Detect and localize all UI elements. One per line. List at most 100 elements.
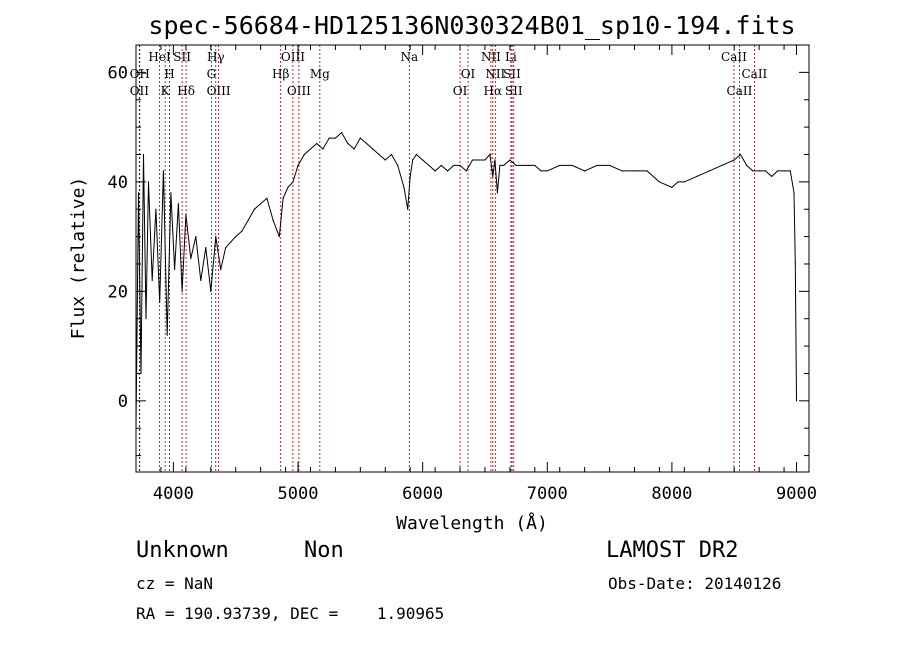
spectrum-point-16	[190, 257, 192, 260]
line-label-2: HeI	[148, 50, 171, 64]
line-label-22: SII	[505, 84, 523, 98]
spectrum-point-89	[646, 170, 648, 172]
plot-frame	[135, 44, 810, 473]
line-label-7: Hγ	[207, 50, 225, 64]
spectrum-point-15	[185, 214, 187, 216]
spectrum-point-72	[496, 192, 499, 194]
spectrum-point-64	[459, 164, 461, 167]
line-label-21: SII	[503, 67, 521, 81]
line-label-15: OI	[453, 84, 468, 98]
spectrum-point-108	[794, 263, 796, 265]
spectrum-point-35	[292, 181, 294, 183]
spectrum-point-104	[777, 170, 779, 172]
spectrum-point-95	[708, 170, 710, 172]
spectrum-point-65	[465, 170, 467, 172]
line-label-10: Hβ	[272, 67, 289, 81]
spectrum-point-97	[733, 159, 735, 161]
spectrum-point-92	[677, 181, 679, 183]
x-tick-label-2: 6000	[402, 484, 443, 504]
spectrum-point-33	[282, 197, 284, 199]
spectrum-point-99	[746, 164, 748, 167]
obs-date-label: Obs-Date: 20140126	[608, 574, 782, 593]
y-tick-label-0: 0	[118, 392, 128, 412]
spectrum-point-17	[195, 236, 197, 238]
spectrum-point-39	[316, 142, 318, 145]
spectrum-point-41	[328, 137, 330, 139]
spectrum-point-56	[412, 159, 414, 161]
spectrum-point-31	[272, 219, 274, 221]
spectrum-point-34	[287, 186, 289, 188]
spectrum-point-59	[428, 164, 430, 167]
spectrum-point-94	[696, 175, 698, 177]
x-tick-label-5: 9000	[776, 484, 817, 504]
spectrum-point-63	[453, 164, 455, 167]
spectrum-point-66	[471, 159, 474, 161]
redshift-label: cz = NaN	[136, 574, 214, 593]
spectrum-point-109	[795, 400, 798, 402]
spectrum-point-14	[181, 290, 183, 292]
spectrum-point-8	[159, 301, 161, 303]
spectrum-point-107	[793, 192, 795, 194]
spectrum-point-47	[365, 142, 368, 145]
spectrum-point-50	[384, 159, 386, 161]
spectrum-point-87	[621, 170, 623, 172]
spectrum-point-55	[409, 175, 411, 177]
line-label-18: Hα	[484, 84, 503, 98]
spectrum-point-36	[297, 164, 299, 167]
spectrum-point-46	[359, 137, 361, 139]
spectrum-point-32	[278, 236, 280, 238]
spectrum-point-43	[341, 131, 343, 134]
spectrum-point-19	[205, 246, 207, 249]
spectrum-point-67	[478, 159, 480, 161]
spectrum-point-73	[499, 164, 501, 167]
y-tick-label-2: 40	[108, 173, 128, 193]
spectrum-point-102	[764, 170, 766, 172]
x-tick-label-1: 5000	[278, 484, 319, 504]
spectrum-point-13	[177, 203, 179, 205]
spectrum-point-68	[484, 159, 486, 161]
spectrum-point-75	[509, 159, 511, 161]
line-label-1: OH	[130, 67, 150, 81]
spectrum-point-44	[347, 142, 349, 145]
spectrum-point-21	[215, 236, 217, 238]
line-label-5: SII	[173, 50, 191, 64]
x-tick-label-4: 8000	[651, 484, 692, 504]
line-label-4: H	[164, 67, 174, 81]
spectrum-point-38	[309, 148, 312, 150]
line-label-11: OIII	[281, 50, 305, 64]
spectrum-point-96	[721, 164, 723, 167]
subclass-label: Non	[304, 538, 344, 563]
spectrum-point-48	[372, 148, 374, 150]
chart-title: spec-56684-HD125136N030324B01_sp10-194.f…	[148, 11, 795, 40]
spectrum-point-9	[162, 170, 165, 172]
spectrum-point-71	[494, 159, 496, 161]
y-tick-label-1: 20	[108, 282, 128, 302]
spectrum-point-24	[230, 241, 232, 243]
line-label-6: Hδ	[177, 84, 195, 98]
spectrum-point-86	[608, 164, 611, 167]
spectrum-point-58	[422, 159, 424, 161]
spectrum-point-37	[303, 153, 305, 156]
line-label-12: OIII	[287, 84, 311, 98]
spectrum-point-3	[142, 153, 145, 156]
axis-ticks: 4000 5000 6000 7000 8000 9000 0 20 40 60	[108, 44, 817, 504]
spectrum-point-98	[739, 153, 742, 156]
spectrum-point-57	[415, 153, 418, 156]
spectrum-point-78	[527, 164, 530, 167]
coordinates-label: RA = 190.93739, DEC = 1.90965	[136, 604, 445, 623]
spectrum-point-7	[155, 208, 157, 210]
spectrum-point-88	[633, 170, 636, 172]
spectrum-point-28	[253, 208, 255, 210]
line-label-16: OI	[461, 67, 476, 81]
spectrum-point-45	[353, 148, 355, 150]
line-label-17: NII	[481, 50, 501, 64]
line-label-9: OIII	[207, 84, 231, 98]
survey-label: LAMOST DR2	[606, 538, 739, 563]
spectrum-point-90	[658, 181, 661, 183]
spectrum-point-42	[334, 137, 337, 139]
line-label-20: Li	[505, 50, 517, 64]
spectrum-point-10	[166, 334, 168, 336]
y-tick-label-3: 60	[108, 63, 128, 83]
spectrum-point-100	[752, 170, 754, 172]
spectrum-point-6	[151, 279, 153, 281]
